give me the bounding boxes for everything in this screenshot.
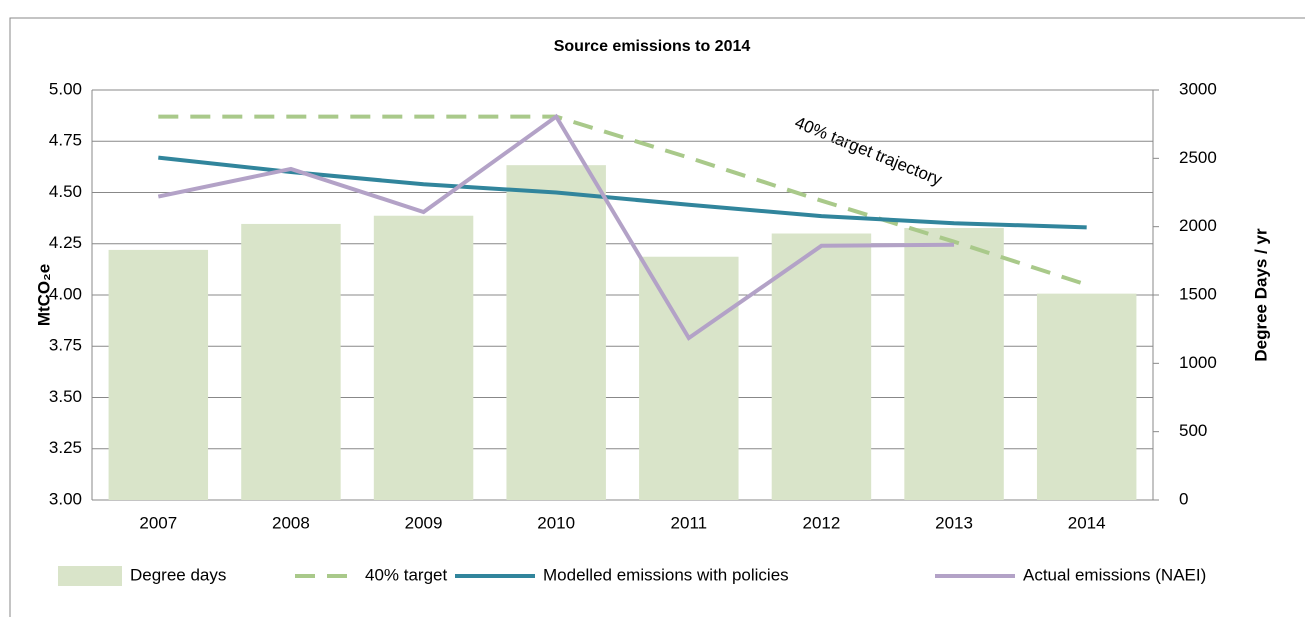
legend-swatch	[58, 566, 122, 586]
y2-tick-label: 0	[1179, 489, 1188, 508]
legend-label: Degree days	[130, 565, 226, 584]
y-tick-label: 3.00	[49, 489, 82, 508]
bar	[506, 165, 606, 500]
y-tick-label: 4.75	[49, 131, 82, 150]
y-tick-label: 4.25	[49, 233, 82, 252]
bar	[373, 215, 474, 500]
chart-title: Source emissions to 2014	[554, 38, 751, 55]
y2-tick-label: 2500	[1179, 148, 1217, 167]
y2-axis-label: Degree Days / yr	[1251, 228, 1270, 362]
y2-tick-label: 500	[1179, 421, 1207, 440]
y2-tick-label: 1000	[1179, 353, 1217, 372]
y-tick-label: 4.00	[49, 284, 82, 303]
line-series	[158, 114, 1088, 287]
bar	[639, 256, 739, 500]
bar	[1036, 293, 1137, 500]
x-tick-label: 2014	[1068, 513, 1106, 532]
x-tick-label: 2013	[935, 513, 973, 532]
bar	[771, 233, 872, 500]
x-tick-label: 2007	[139, 513, 177, 532]
legend-label: 40% target	[365, 565, 447, 584]
bar	[241, 223, 341, 500]
legend-label: Modelled emissions with policies	[543, 565, 789, 584]
y2-tick-label: 2000	[1179, 216, 1217, 235]
x-tick-label: 2011	[671, 513, 708, 532]
y-tick-label: 3.50	[49, 387, 82, 406]
y-tick-label: 3.25	[49, 438, 82, 457]
bar	[904, 228, 1004, 501]
line-series	[157, 113, 955, 341]
y-axis-label: MtCO₂e	[34, 264, 53, 326]
x-tick-label: 2009	[405, 513, 443, 532]
bar	[108, 249, 209, 500]
x-tick-label: 2010	[537, 513, 575, 532]
y-tick-label: 4.50	[49, 182, 82, 201]
x-tick-label: 2008	[272, 513, 310, 532]
legend-label: Actual emissions (NAEI)	[1023, 565, 1206, 584]
bars	[108, 165, 1137, 501]
y2-tick-label: 3000	[1179, 79, 1217, 98]
y2-tick-label: 1500	[1179, 284, 1217, 303]
y-tick-label: 3.75	[49, 336, 82, 355]
x-tick-label: 2012	[803, 513, 841, 532]
y-tick-label: 5.00	[49, 79, 82, 98]
